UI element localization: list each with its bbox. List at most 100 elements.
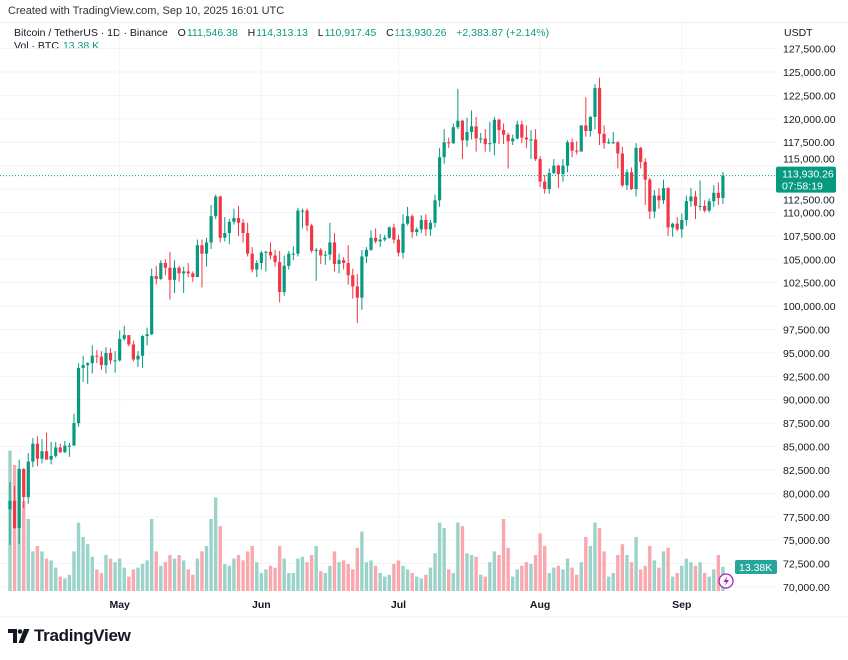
candle-body: [497, 119, 501, 131]
volume-bar: [712, 569, 716, 591]
volume-bar: [611, 573, 615, 591]
volume-bar: [360, 531, 364, 591]
candle-body: [506, 134, 510, 142]
open-label: O: [177, 27, 186, 39]
candle: [195, 239, 199, 278]
candle-body: [127, 335, 131, 345]
candle-body: [150, 276, 154, 335]
volume-bar: [95, 569, 99, 591]
candle: [159, 260, 163, 280]
candle-body: [236, 218, 241, 223]
candle: [223, 217, 227, 242]
volume-bar: [629, 562, 634, 591]
candle: [378, 233, 382, 248]
candle: [67, 442, 72, 457]
candle-body: [703, 205, 707, 211]
candle-body: [488, 143, 492, 145]
candle: [328, 222, 332, 261]
candle-body: [437, 157, 442, 201]
candle-body: [214, 196, 218, 217]
volume-bar: [305, 562, 309, 591]
volume-bar: [351, 569, 355, 591]
candle-body: [364, 249, 369, 257]
volume-bar: [442, 528, 446, 591]
symbol-name[interactable]: Bitcoin / TetherUS · 1D · Binance: [14, 27, 168, 39]
price-tick-label: 120,000.00: [783, 114, 836, 126]
candle-body: [227, 221, 231, 234]
candle: [204, 237, 209, 267]
currency-label[interactable]: USDT: [784, 27, 813, 39]
candle-body: [639, 147, 643, 162]
candle: [72, 413, 76, 446]
volume-bar: [204, 546, 209, 591]
price-tick-label: 102,500.00: [783, 278, 836, 290]
candle: [108, 348, 113, 365]
volume-bar: [104, 555, 108, 591]
candle: [76, 363, 81, 427]
volume-bar: [561, 569, 565, 591]
candle-body: [634, 147, 638, 190]
candle: [305, 208, 309, 232]
candle-body: [26, 461, 30, 498]
candle: [657, 188, 661, 209]
volume-bar: [689, 562, 693, 591]
candle-body: [671, 223, 675, 228]
candle: [282, 255, 286, 296]
volume-bar: [127, 576, 131, 591]
candle: [456, 88, 460, 130]
candle: [616, 141, 620, 169]
volume-bar: [259, 573, 264, 591]
candle-body: [296, 210, 300, 254]
volume-bar: [657, 567, 661, 591]
candle: [602, 125, 606, 149]
candle: [300, 208, 305, 229]
candle: [561, 159, 565, 182]
candle-body: [616, 142, 620, 154]
candle: [424, 214, 428, 236]
lightning-alert-icon[interactable]: [718, 573, 734, 589]
candle-body: [396, 239, 401, 253]
volume-bar: [131, 569, 136, 591]
price-tick-label: 77,500.00: [783, 512, 830, 524]
tradingview-logo[interactable]: TradingView: [8, 626, 131, 646]
candle-body: [218, 196, 222, 238]
volume-bar: [309, 555, 314, 591]
volume-bar: [40, 551, 44, 591]
volume-bar: [447, 569, 451, 591]
candle: [319, 248, 323, 264]
volume-bar: [227, 565, 232, 591]
candle-body: [22, 469, 26, 498]
candle-body: [707, 201, 711, 211]
candle: [634, 143, 638, 197]
candle: [218, 195, 222, 243]
candle: [113, 351, 117, 373]
chart-frame-border: [0, 22, 848, 23]
candle: [118, 330, 122, 362]
volume-bar: [419, 578, 423, 591]
volume-bar: [378, 573, 382, 591]
candle-body: [387, 227, 391, 238]
volume-bar: [497, 555, 501, 591]
candle-body: [154, 276, 158, 279]
candle: [182, 266, 186, 293]
candle: [451, 123, 455, 145]
candle-body: [543, 181, 547, 190]
last-price-label: 113,930.26 07:58:19: [776, 166, 836, 193]
candle: [172, 260, 177, 293]
volume-bar: [291, 573, 296, 591]
volume-bar: [364, 562, 369, 591]
price-tick-label: 85,000.00: [783, 442, 830, 454]
volume-bar: [22, 501, 26, 591]
candle-body: [588, 116, 592, 131]
candle-body: [319, 249, 323, 256]
volume-bar: [76, 522, 81, 591]
candle: [652, 189, 656, 219]
candle-body: [255, 263, 259, 270]
candle: [693, 190, 698, 220]
candle-body: [305, 210, 309, 226]
volume-bar: [415, 576, 419, 591]
candle-body: [607, 142, 611, 144]
candle: [26, 453, 30, 504]
candle: [264, 250, 268, 272]
